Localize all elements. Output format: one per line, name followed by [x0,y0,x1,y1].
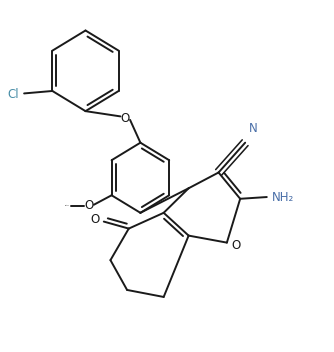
Text: NH₂: NH₂ [272,190,294,203]
Text: N: N [249,122,258,135]
Text: O: O [231,239,240,252]
Text: O: O [84,199,94,212]
Text: O: O [91,213,100,226]
Text: methyl: methyl [65,205,70,206]
Text: Cl: Cl [7,88,19,101]
Text: O: O [121,112,130,125]
